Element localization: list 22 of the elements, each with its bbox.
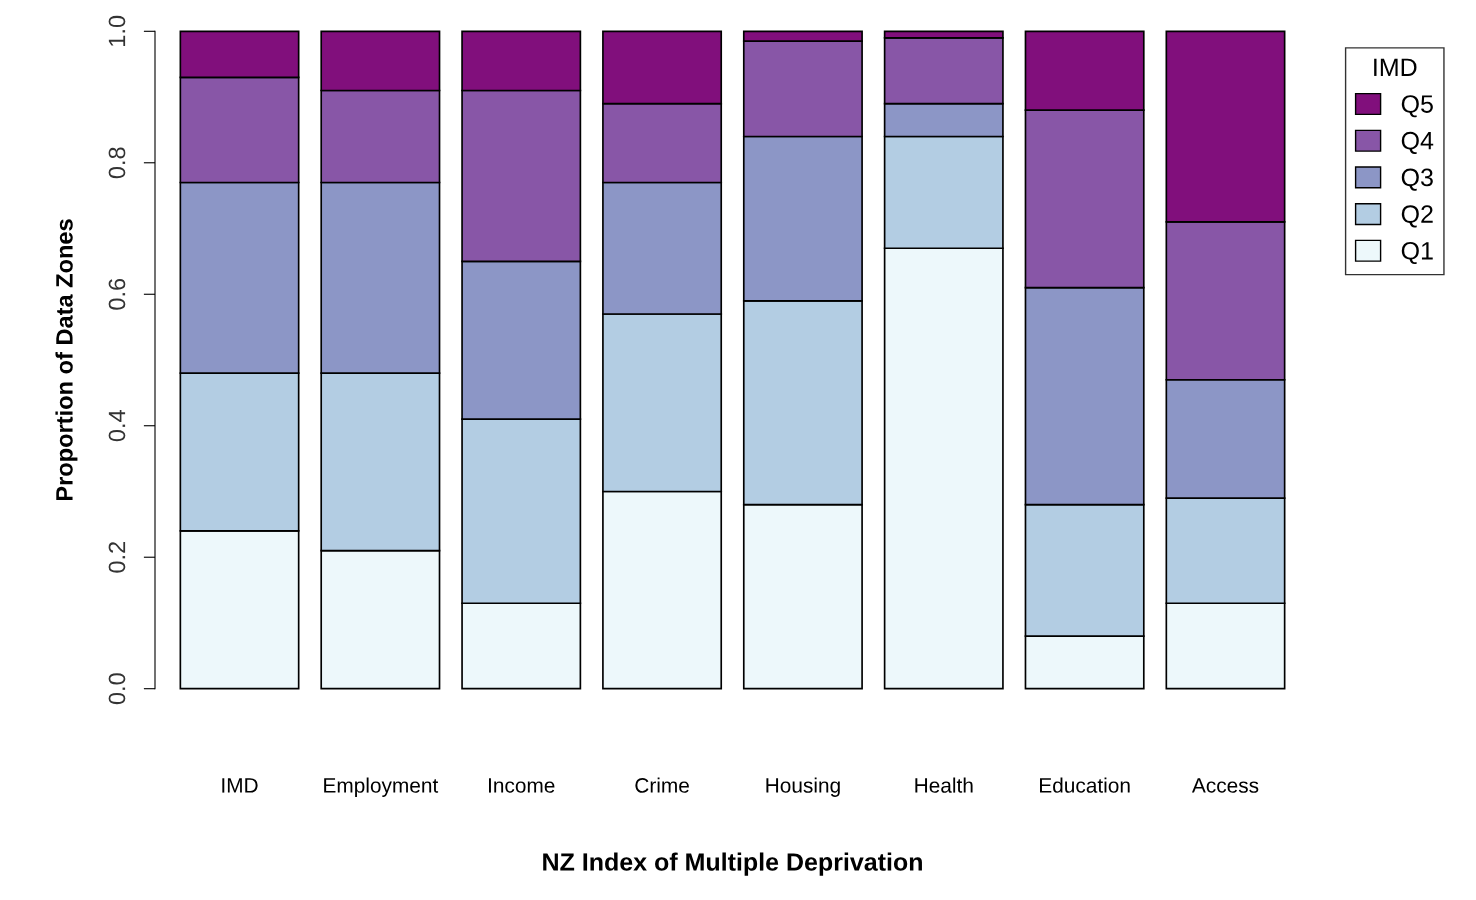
legend-label: Q1 xyxy=(1401,241,1433,265)
y-tick-label: 0.2 xyxy=(108,541,126,573)
x-tick-label: Education xyxy=(1040,777,1130,793)
x-axis-title: NZ Index of Multiple Deprivation xyxy=(543,852,922,876)
x-tick-label: Access xyxy=(1191,778,1259,793)
x-tick-label: Crime xyxy=(635,777,689,793)
y-tick-label: 1.0 xyxy=(108,15,126,46)
x-tick-label: Housing xyxy=(766,777,840,797)
y-tick-label: 0.0 xyxy=(108,673,126,705)
y-axis-title: Proportion of Data Zones xyxy=(55,219,78,501)
x-tick-label: Income xyxy=(488,778,555,793)
y-tick-label: 0.6 xyxy=(108,278,126,310)
x-tick-label: IMD xyxy=(222,778,258,793)
legend-label: Q2 xyxy=(1401,205,1433,228)
y-tick-label: 0.8 xyxy=(108,147,126,179)
legend-title: IMD xyxy=(1374,58,1417,76)
legend-label: Q4 xyxy=(1401,131,1434,155)
legend-label: Q5 xyxy=(1401,95,1433,118)
x-tick-label: Employment xyxy=(324,777,439,797)
legend-label: Q3 xyxy=(1401,168,1433,191)
y-tick-label: 0.4 xyxy=(108,410,126,442)
x-tick-label: Health xyxy=(915,777,973,793)
